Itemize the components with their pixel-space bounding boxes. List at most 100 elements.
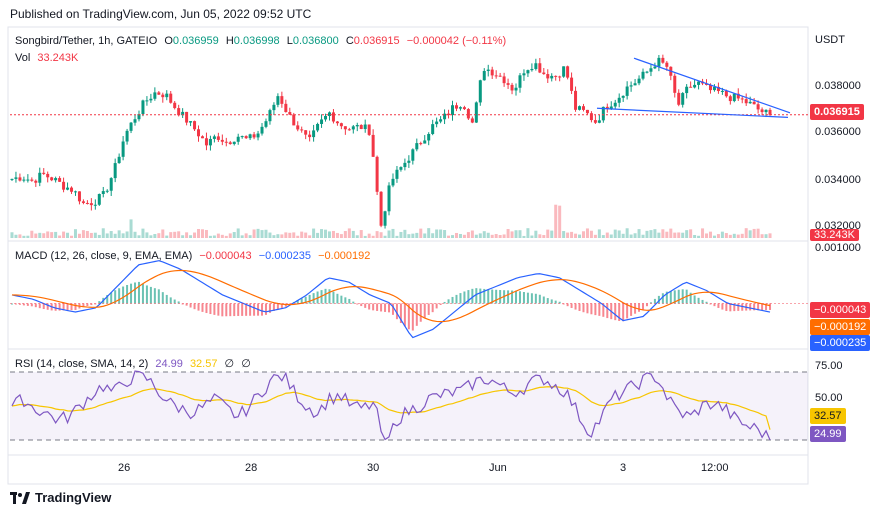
- volume-bar: [554, 204, 558, 238]
- volume-bar: [593, 234, 597, 238]
- volume-bar: [514, 230, 518, 238]
- macd-histogram-bar: [582, 303, 585, 313]
- candle-body: [482, 71, 486, 81]
- candle-body: [169, 93, 173, 103]
- macd-histogram-bar: [193, 303, 196, 310]
- volume-bar: [693, 235, 697, 238]
- candle-body: [153, 92, 157, 99]
- volume-bar: [97, 234, 101, 238]
- macd-histogram-bar: [507, 290, 510, 304]
- volume-bar: [70, 235, 74, 238]
- volume-bar: [355, 235, 359, 238]
- rsi-value-2: 32.57: [189, 358, 218, 370]
- volume-legend[interactable]: Vol 33.243K: [15, 52, 82, 64]
- signal-badge: −0.000192: [810, 319, 871, 335]
- candle-body: [462, 107, 466, 110]
- volume-bar: [681, 232, 685, 238]
- volume-bar: [161, 229, 165, 238]
- macd-histogram-bar: [427, 303, 430, 315]
- candle-body: [562, 66, 566, 77]
- trendline-lower: [596, 107, 789, 118]
- macd-histogram-bar: [38, 303, 41, 309]
- macd-histogram-bar: [705, 301, 708, 304]
- volume-bar: [327, 231, 331, 238]
- candle-body: [256, 133, 260, 138]
- candle-body: [558, 76, 562, 78]
- volume-bar: [133, 231, 137, 238]
- volume-bar: [300, 231, 304, 238]
- macd-legend[interactable]: MACD (12, 26, close, 9, EMA, EMA) −0.000…: [15, 250, 374, 262]
- candle-body: [601, 106, 605, 121]
- volume-bar: [296, 235, 300, 238]
- volume-bar: [391, 228, 395, 238]
- volume-bar: [538, 234, 542, 238]
- macd-histogram-bar: [74, 303, 77, 311]
- volume-bar: [705, 233, 709, 238]
- macd-histogram-bar: [90, 303, 93, 306]
- candle-body: [335, 121, 339, 124]
- macd-histogram-bar: [534, 293, 537, 304]
- volume-bar: [288, 232, 292, 238]
- candle-body: [645, 71, 649, 73]
- volume-bar: [331, 230, 335, 238]
- macd-histogram-bar: [475, 288, 478, 304]
- macd-histogram-bar: [157, 289, 160, 304]
- volume-bar: [177, 231, 181, 238]
- candle-body: [308, 134, 312, 138]
- macd-histogram-bar: [634, 303, 637, 314]
- macd-histogram-bar: [201, 303, 204, 312]
- volume-bar: [387, 230, 391, 238]
- volume-bar: [431, 233, 435, 238]
- volume-bar: [248, 235, 252, 238]
- histogram-badge: −0.000235: [810, 335, 871, 351]
- candle-body: [530, 68, 534, 71]
- candle-body: [22, 179, 26, 181]
- candle-body: [173, 102, 177, 109]
- candle-body: [768, 109, 772, 115]
- macd-histogram-bar: [661, 293, 664, 304]
- volume-bar: [272, 235, 276, 238]
- volume-bar: [566, 232, 570, 238]
- macd-histogram-bar: [276, 303, 279, 310]
- macd-histogram-bar: [280, 303, 283, 308]
- candle-body: [125, 130, 129, 142]
- candle-body: [54, 178, 58, 181]
- macd-histogram-bar: [86, 303, 89, 307]
- volume-bar: [54, 231, 58, 238]
- volume-bar: [701, 228, 705, 238]
- candle-body: [514, 87, 518, 91]
- candle-body: [272, 104, 276, 111]
- macd-histogram-bar: [642, 303, 645, 311]
- candle-body: [681, 93, 685, 105]
- volume-bar: [633, 233, 637, 238]
- vol-value: 33.243K: [37, 52, 79, 64]
- macd-histogram-bar: [693, 295, 696, 304]
- volume-bar: [415, 232, 419, 238]
- macd-histogram-bar: [118, 288, 121, 304]
- candle-body: [649, 68, 653, 72]
- rsi-legend[interactable]: RSI (14, close, SMA, 14, 2) 24.99 32.57 …: [15, 357, 255, 370]
- volume-bar: [89, 232, 93, 238]
- tradingview-brand[interactable]: TradingView: [10, 490, 111, 505]
- volume-bar: [137, 235, 141, 238]
- candle-body: [697, 81, 701, 85]
- candle-body: [89, 203, 93, 206]
- volume-bar: [153, 234, 157, 238]
- volume-bar: [66, 232, 70, 238]
- symbol-legend[interactable]: Songbird/Tether, 1h, GATEIO O0.036959 H0…: [15, 35, 510, 47]
- candle-body: [708, 84, 712, 91]
- candle-body: [331, 112, 335, 122]
- volume-bar: [220, 234, 224, 238]
- volume-bar: [216, 233, 220, 238]
- volume-bar: [578, 234, 582, 238]
- macd-histogram-bar: [443, 301, 446, 304]
- low-label: L: [286, 35, 293, 47]
- candle-body: [18, 177, 22, 181]
- candle-body: [403, 162, 407, 168]
- macd-histogram-bar: [296, 299, 299, 304]
- volume-bar: [85, 230, 89, 238]
- macd-label: MACD (12, 26, close, 9, EMA, EMA): [15, 250, 193, 262]
- candle-body: [760, 109, 764, 113]
- candle-body: [593, 120, 597, 123]
